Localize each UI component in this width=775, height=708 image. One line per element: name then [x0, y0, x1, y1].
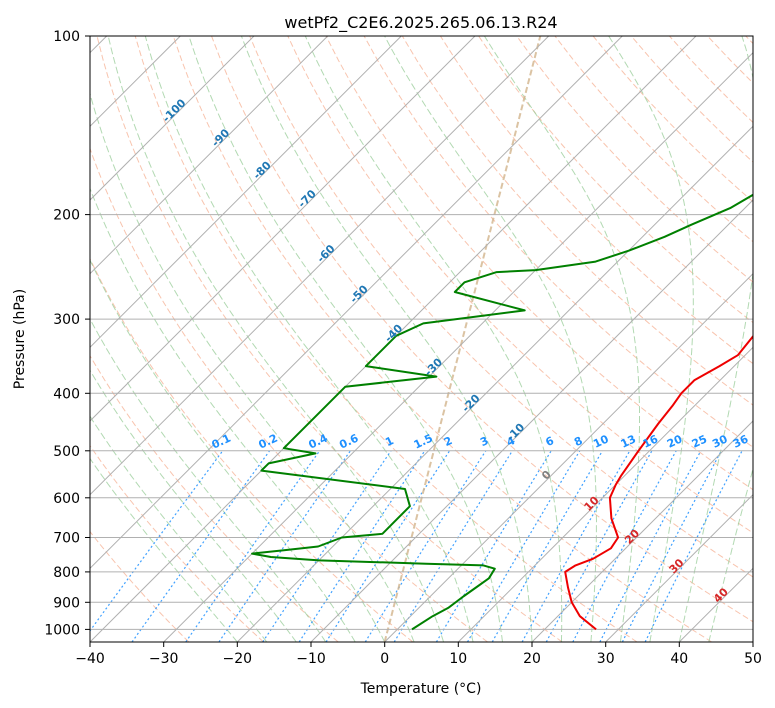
plot-frame	[89, 35, 754, 643]
moist-adiabat	[304, 36, 563, 642]
mixing-ratio-label: 25	[690, 433, 709, 451]
x-tick-label: −40	[75, 651, 105, 667]
mixing-ratio-line	[466, 450, 581, 642]
mixing-ratio-line	[218, 450, 351, 642]
dry-adiabat	[401, 36, 753, 406]
dry-adiabat	[134, 36, 638, 642]
isotherm-line	[90, 36, 329, 275]
background-lines	[90, 36, 753, 642]
moist-adiabat	[90, 369, 297, 642]
moist-adiabat	[90, 457, 238, 642]
dry-adiabat	[439, 36, 753, 365]
isotherm-line	[90, 36, 402, 349]
isotherm-line	[531, 420, 753, 642]
mixing-ratio-label: 10	[591, 432, 611, 450]
y-tick-label: 700	[53, 531, 80, 547]
dewpoint-profile	[251, 193, 753, 631]
moist-adiabat	[90, 187, 386, 642]
y-tick-label: 400	[53, 386, 80, 402]
moist-adiabat	[608, 36, 694, 642]
isotherm-line	[90, 36, 476, 422]
x-tick-label: −20	[223, 651, 253, 667]
moist-adiabat	[678, 36, 753, 642]
moist-adiabat	[240, 36, 533, 642]
profile-lines	[251, 193, 753, 631]
y-tick-label: 500	[53, 444, 80, 460]
isotherm-line	[90, 36, 255, 201]
x-tick-label: 20	[523, 651, 541, 667]
isotherm-line	[605, 493, 753, 642]
axes: −40 −30 −20 −10 0 10 20 30 40 50 100 200 300 400 500 60…	[44, 29, 762, 667]
x-tick-label: 30	[597, 651, 615, 667]
isotherm-line	[457, 346, 753, 642]
y-tick-label: 600	[53, 491, 80, 507]
dry-adiabat	[90, 530, 190, 642]
y-tick-label: 900	[53, 595, 80, 611]
mixing-ratio-line	[364, 450, 487, 642]
x-tick-label: −10	[296, 651, 326, 667]
y-tick-label: 100	[53, 29, 80, 45]
dry-adiabat	[516, 36, 753, 283]
y-axis-title: Pressure (hPa)	[12, 289, 28, 389]
moist-adiabat	[384, 36, 597, 642]
x-tick-label: −30	[149, 651, 179, 667]
mixing-ratio-line	[572, 450, 677, 642]
mixing-ratio-label: 36	[731, 432, 751, 450]
moist-adiabat	[90, 318, 327, 642]
x-tick-label: 10	[449, 651, 467, 667]
moist-adiabat	[144, 36, 474, 642]
isotherm-line	[310, 199, 753, 642]
x-axis-title: Temperature (°C)	[360, 681, 482, 697]
y-tick-label: 1000	[44, 622, 80, 638]
moist-adiabat	[483, 36, 640, 642]
mixing-ratio-line	[262, 450, 392, 642]
dry-adiabat	[249, 36, 753, 578]
mixing-ratio-line	[435, 450, 552, 642]
mixing-ratio-line	[185, 450, 321, 642]
isotherm-line	[236, 125, 753, 642]
isotherm-line	[163, 51, 753, 642]
mixing-ratio-line	[325, 450, 451, 642]
moist-adiabat	[708, 466, 753, 642]
dry-adiabat	[90, 444, 264, 642]
dry-adiabat	[211, 36, 753, 623]
isotherm-line	[90, 36, 623, 570]
isotherm-line	[90, 36, 550, 496]
mixing-ratio-label: 13	[619, 433, 638, 451]
moist-adiabat	[90, 415, 268, 642]
x-tick-label: 40	[670, 651, 688, 667]
moist-adiabat	[107, 36, 445, 642]
wet-bulb-zero-line	[383, 36, 542, 642]
dry-adiabat	[90, 147, 488, 642]
y-tick-label: 300	[53, 312, 80, 328]
dry-adiabat	[96, 36, 563, 642]
mixing-ratio-label: 30	[710, 432, 730, 450]
mixing-ratio-line	[599, 450, 702, 642]
moist-adiabat	[90, 258, 356, 642]
chart-title: wetPf2_C2E6.2025.265.06.13.R24	[284, 13, 557, 33]
y-tick-label: 200	[53, 208, 80, 224]
mixing-ratio-line	[298, 450, 426, 642]
moist-adiabat	[188, 36, 503, 642]
temperature-profile	[564, 334, 753, 631]
y-tick-label: 800	[53, 565, 80, 581]
isotherm-line	[384, 272, 753, 642]
mixing-ratio-label: 16	[641, 432, 661, 450]
x-tick-label: 0	[380, 651, 389, 667]
x-tick-label: 50	[744, 651, 762, 667]
mixing-ratio-label: 20	[665, 432, 685, 450]
